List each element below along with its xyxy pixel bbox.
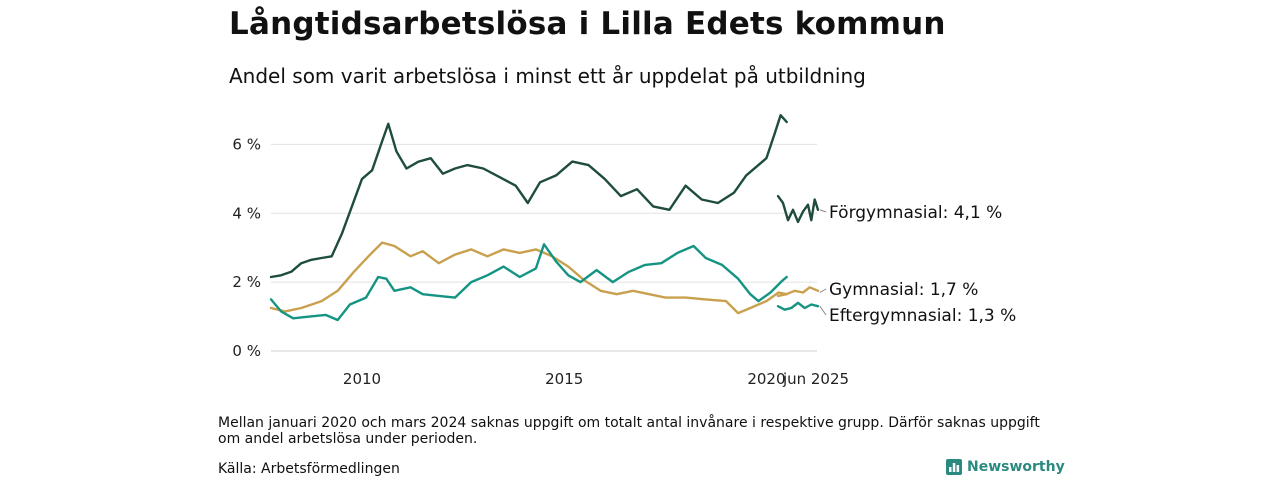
label-connector-gymnasial xyxy=(819,288,827,293)
chart-title: Långtidsarbetslösa i Lilla Edets kommun xyxy=(229,6,946,42)
end-label-f-rgymnasial: Förgymnasial: 4,1 % xyxy=(829,203,1002,223)
chart-subtitle: Andel som varit arbetslösa i minst ett å… xyxy=(229,64,866,88)
y-tick-label: 2 % xyxy=(232,273,261,291)
series-inset-line-gymnasial xyxy=(776,286,820,298)
brand-name: Newsworthy xyxy=(967,459,1065,475)
x-tick-label-inset: jun 2025 xyxy=(782,370,849,388)
footnote: Mellan januari 2020 och mars 2024 saknas… xyxy=(218,415,1040,447)
end-label-gymnasial: Gymnasial: 1,7 % xyxy=(829,280,978,300)
x-tick-label: 2010 xyxy=(343,370,381,388)
label-connector-eftergymnasial xyxy=(819,305,827,316)
series-line-f-rgymnasial xyxy=(269,114,788,279)
y-tick-label: 6 % xyxy=(232,135,261,153)
y-tick-label: 4 % xyxy=(232,204,261,222)
series-line-eftergymnasial xyxy=(269,243,788,322)
x-tick-label: 2020 xyxy=(747,370,785,388)
x-tick-label: 2015 xyxy=(545,370,583,388)
series-inset-line-eftergymnasial xyxy=(776,301,820,311)
brand-logo: Newsworthy xyxy=(946,459,1065,475)
series-inset-line-f-rgymnasial xyxy=(776,194,820,224)
end-label-eftergymnasial: Eftergymnasial: 1,3 % xyxy=(829,306,1016,326)
source-text: Källa: Arbetsförmedlingen xyxy=(218,461,400,477)
label-connector-f-rgymnasial xyxy=(819,209,827,213)
series-line-gymnasial xyxy=(269,241,788,315)
y-tick-label: 0 % xyxy=(232,342,261,360)
bar-chart-icon xyxy=(946,459,962,475)
